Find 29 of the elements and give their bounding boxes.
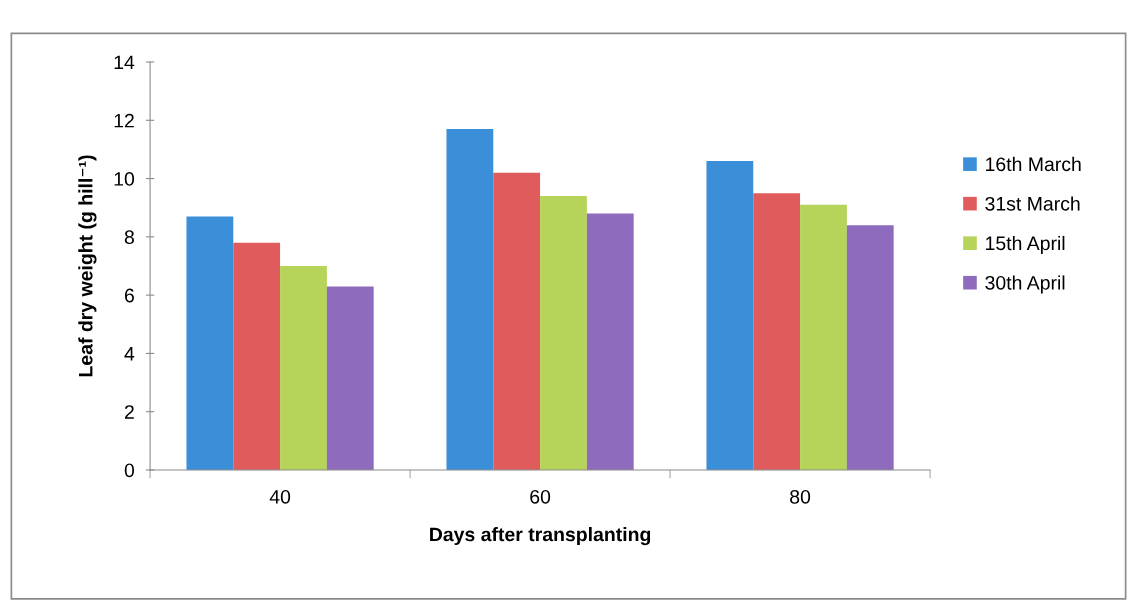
legend-label: 31st March (985, 196, 1080, 211)
bar (753, 193, 801, 470)
bar (586, 213, 634, 470)
bar (846, 225, 894, 470)
y-axis-title: Leaf dry weight (g hill⁻¹) (78, 155, 97, 377)
bar (446, 129, 494, 470)
y-tick-label: 4 (124, 347, 135, 361)
y-tick-label: 12 (114, 113, 134, 128)
x-tick-label: 60 (530, 489, 551, 504)
bar (326, 286, 374, 470)
y-tick-label: 2 (124, 405, 134, 419)
y-tick-label: 0 (124, 463, 135, 478)
bar (706, 161, 754, 470)
x-tick-label: 80 (790, 489, 811, 504)
bar (233, 242, 281, 470)
y-tick-label: 8 (124, 230, 134, 245)
y-tick-label: 6 (124, 288, 134, 303)
bar (493, 172, 541, 470)
x-axis-title: Days after transplanting (430, 527, 651, 546)
y-tick-label: 14 (114, 55, 135, 70)
y-tick-label: 10 (114, 172, 135, 186)
legend-label: 15th April (986, 235, 1065, 255)
bar (186, 216, 234, 470)
bar (280, 266, 327, 470)
bar (800, 204, 847, 470)
legend-label: 16th March (986, 156, 1081, 172)
legend-label: 30th April (985, 275, 1065, 294)
bar (540, 196, 587, 470)
x-tick-label: 40 (269, 489, 291, 504)
